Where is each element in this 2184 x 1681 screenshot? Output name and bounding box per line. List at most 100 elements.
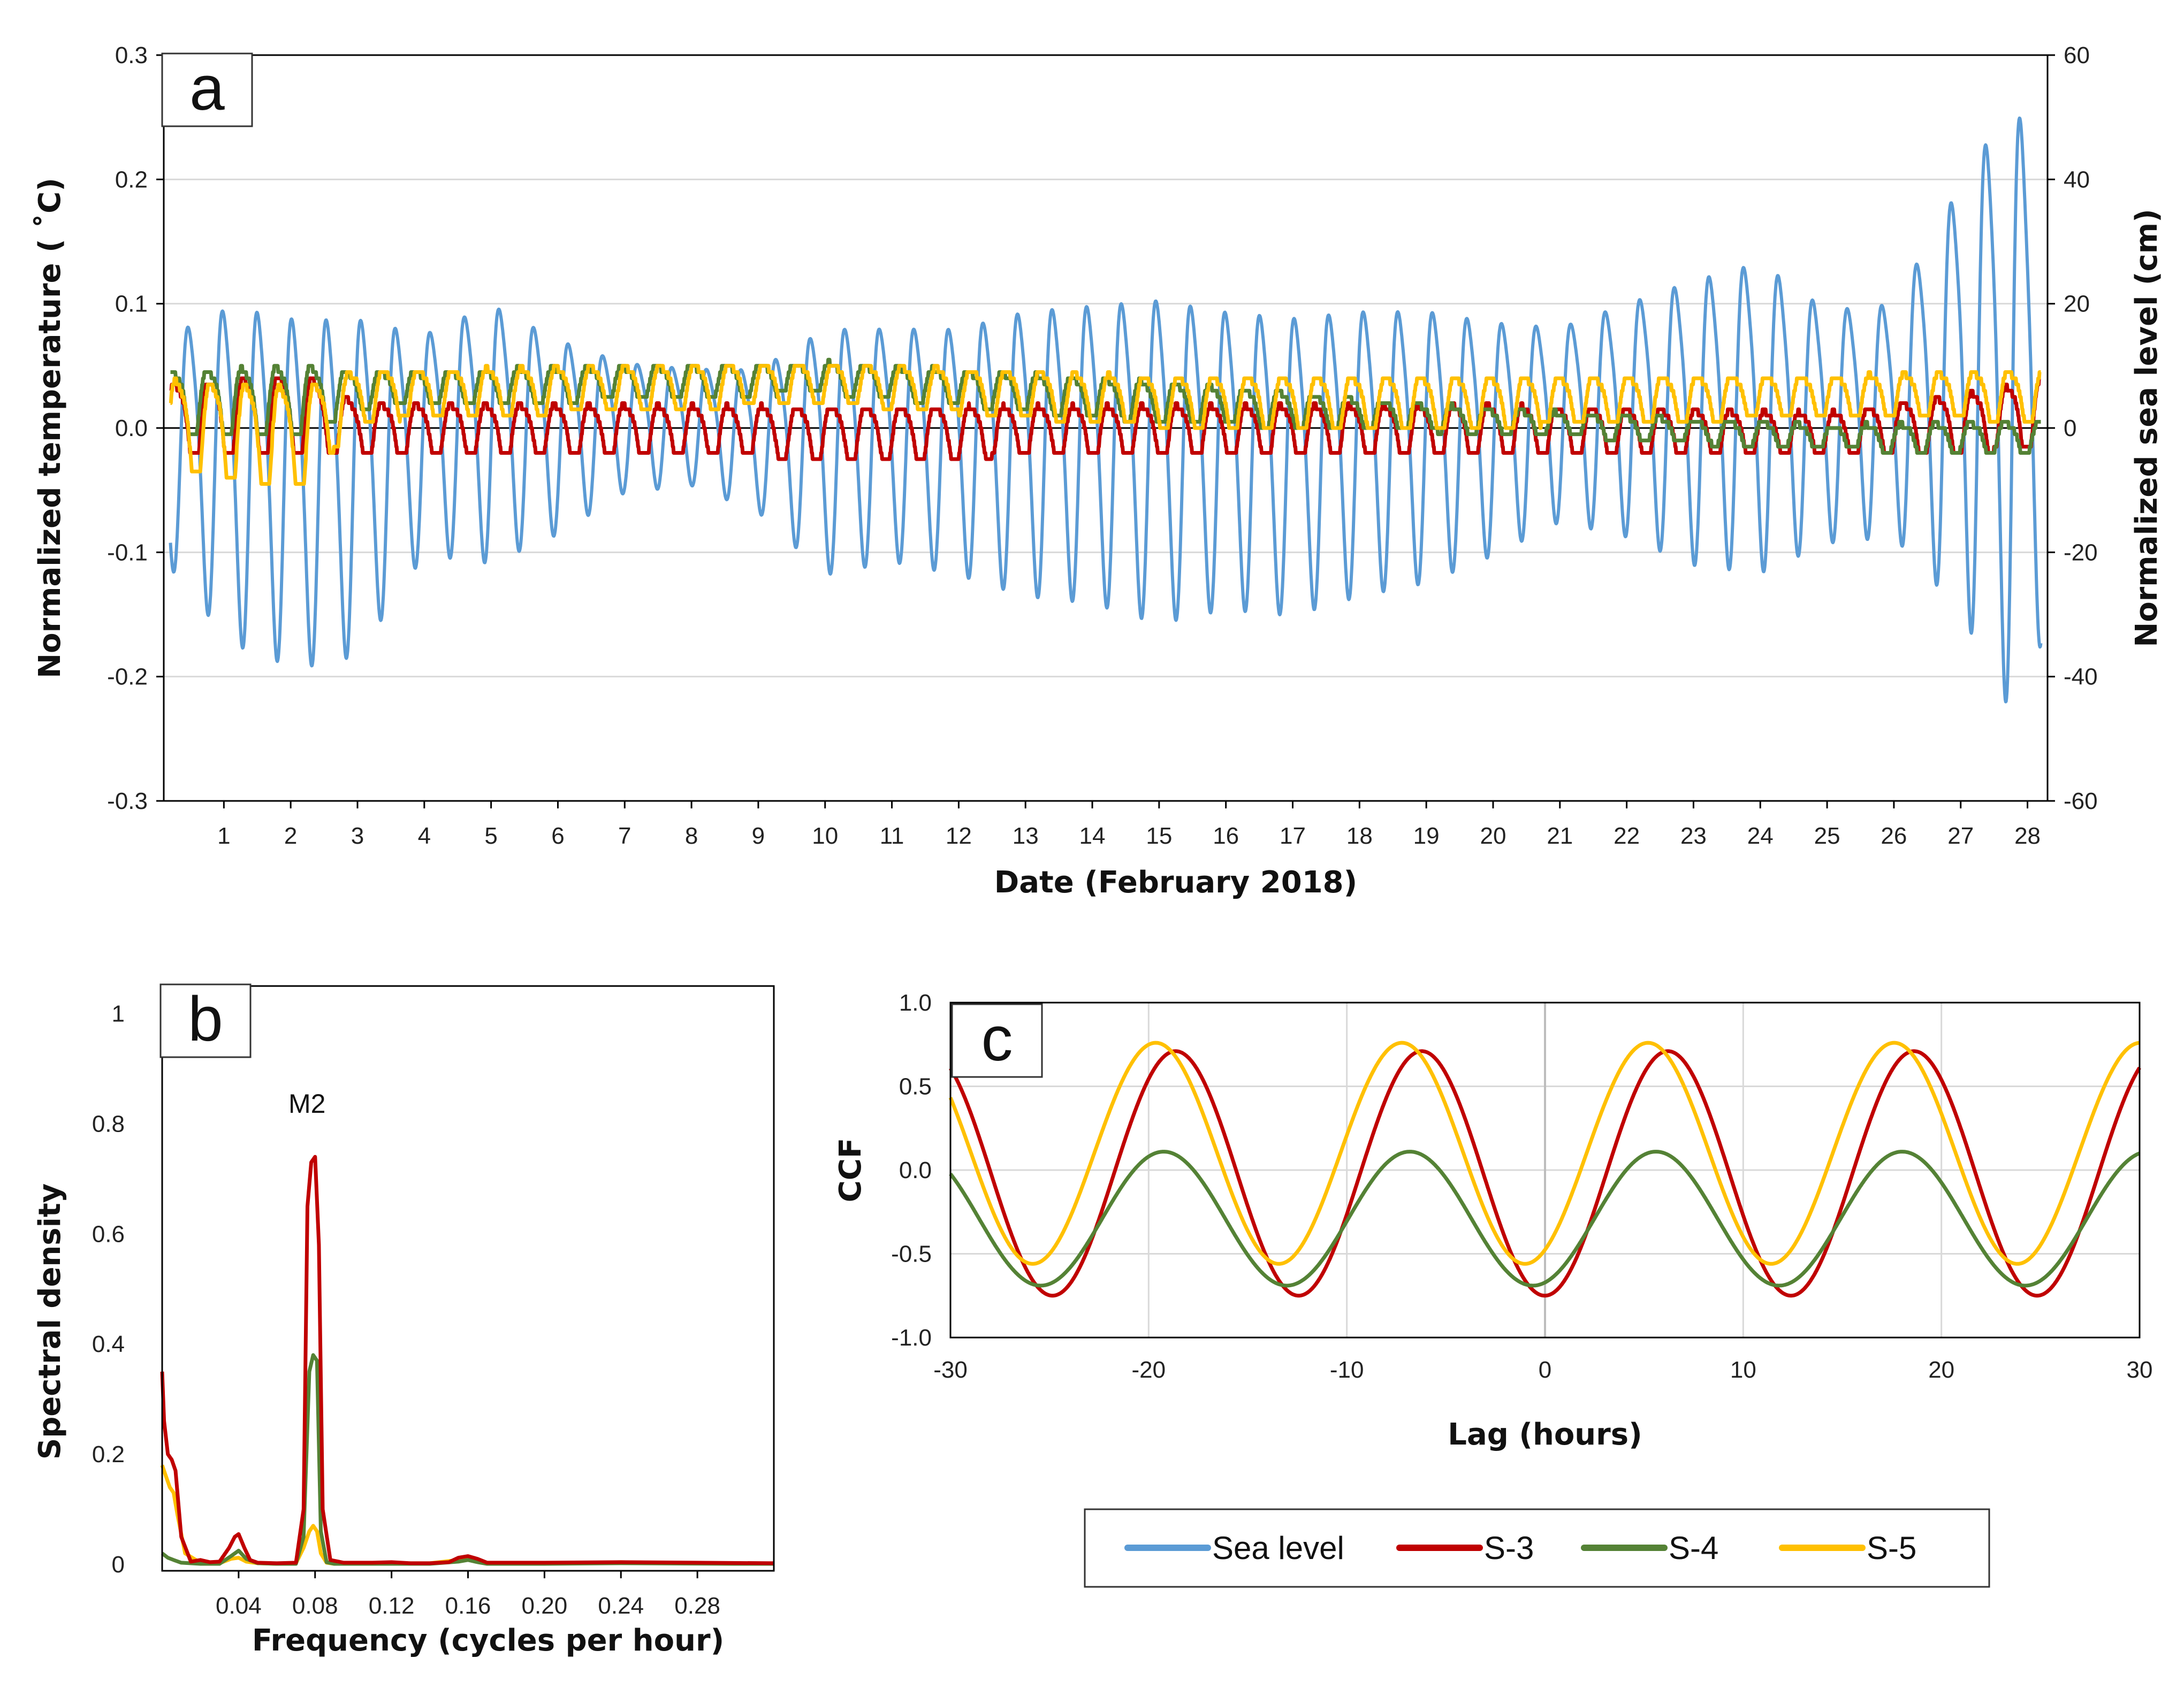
panel-a-x-tick-label: 8 [685,823,698,849]
panel-a-y-tick-label: -0.1 [107,539,148,566]
panel-a-y2-tick-label: 20 [2064,291,2090,317]
panel-b-x-tick-label: 0.04 [216,1593,262,1619]
panel-b-x-axis-title: Frequency (cycles per hour) [252,1623,724,1658]
panel-a-x-tick-label: 11 [880,823,904,849]
panel-a-x-tick-label: 27 [1947,823,1974,849]
panel-a-y-axis-title: Normalized temperature ( ˚C) [33,178,67,678]
panel-b-label: b [188,984,223,1055]
panel-a-series-sea-level [169,116,2043,704]
legend: Sea level S-3 S-4 S-5 [1084,1508,1990,1588]
panel-a-x-tick-label: 14 [1079,823,1106,849]
panel-a-x-tick-label: 16 [1213,823,1239,849]
panel-c-x-tick-label: -30 [933,1357,968,1383]
panel-b-annotations: M2 [288,1089,325,1119]
panel-a-x-tick-label: 22 [1614,823,1640,849]
panel-a-y2-tick-label: -40 [2064,664,2098,690]
panel-b-x-tick-label: 0.12 [369,1593,415,1619]
panel-b-x-tick-label: 0.08 [292,1593,338,1619]
panel-b-y-axis-title: Spectral density [33,1183,67,1460]
panel-a-y2-axis: -60 -40 -20 0 20 40 60 [2048,42,2098,814]
panel-a-series-s-5 [169,364,2043,486]
panel-a-x-tick-label: 1 [217,823,230,849]
panel-a-x-tick-label: 17 [1280,823,1306,849]
panel-a-y2-axis-title: Normalized sea level (cm) [2129,209,2164,647]
panel-a-x-tick-label: 24 [1747,823,1774,849]
panel-c: -1.0 -0.5 0.0 0.5 1.0 -30 -20 -10 0 10 20 30 c Lag… [833,990,2152,1452]
panel-b-y-tick-label: 0.2 [92,1441,125,1468]
panel-a-x-tick-label: 4 [418,823,431,849]
panel-c-y-tick-label: -1.0 [891,1325,932,1351]
panel-a-y-tick-label: 0.1 [115,291,148,317]
panel-a-y2-tick-label: 60 [2064,42,2090,68]
panel-a-x-tick-label: 6 [551,823,564,849]
panel-a-x-tick-label: 12 [946,823,972,849]
panel-b-plot-frame [161,985,775,1572]
panel-b-label-box [159,983,252,1058]
panel-a-y-tick-label: 0.3 [115,42,148,68]
panel-b-y-tick-label: 0 [112,1552,125,1578]
panel-c-series-s-5 [948,1041,2141,1266]
panel-b-y-tick-label: 1 [112,1000,125,1027]
panel-c-x-axis: -30 -20 -10 0 10 20 30 [933,1357,2152,1383]
panel-c-y-tick-label: 1.0 [899,990,932,1016]
panel-a-y2-tick-label: -60 [2064,788,2098,814]
panel-c-plot-frame [949,1002,2141,1339]
panel-a-label: a [189,53,225,124]
panel-a-x-tick-label: 10 [812,823,838,849]
panel-c-y-tick-label: -0.5 [891,1241,932,1267]
panel-c-x-tick-label: 10 [1730,1357,1756,1383]
panel-c-x-tick-label: -20 [1132,1357,1166,1383]
panel-a-y2-tick-label: 40 [2064,166,2090,193]
panel-a: -0.3 -0.2 -0.1 0.0 0.1 0.2 0.3 -60 -40 -20 0 20 40 6… [33,42,2164,900]
panel-a-x-tick-label: 5 [484,823,497,849]
panel-b-series [160,1155,774,1566]
panel-c-y-tick-label: 0.5 [899,1074,932,1100]
panel-a-x-tick-label: 19 [1413,823,1440,849]
legend-label-s-4: S-4 [1669,1530,1718,1566]
panel-a-x-tick-label: 20 [1480,823,1506,849]
panel-c-x-axis-title: Lag (hours) [1448,1417,1642,1452]
panel-c-y-tick-label: 0.0 [899,1157,932,1183]
panel-b-y-tick-label: 0.4 [92,1331,125,1357]
panel-a-x-tick-label: 21 [1547,823,1573,849]
panel-a-x-tick-label: 2 [284,823,297,849]
panel-a-gridlines [164,54,2048,802]
panel-a-series-s-3 [169,376,2043,461]
panel-c-y-axis-title: CCF [833,1138,868,1202]
panel-a-y-tick-label: 0.0 [115,415,148,441]
panel-a-y2-tick-label: -20 [2064,539,2098,566]
panel-b-series-s-4 [161,1353,774,1566]
panel-c-x-tick-label: 20 [1928,1357,1954,1383]
panel-b-y-tick-label: 0.6 [92,1221,125,1247]
panel-b-x-axis: 0.04 0.08 0.12 0.16 0.20 0.24 0.28 [216,1571,720,1619]
panel-a-y2-tick-label: 0 [2064,415,2076,441]
panel-a-x-tick-label: 26 [1881,823,1907,849]
legend-label-s-3: S-3 [1484,1530,1534,1566]
panel-a-y-tick-label: 0.2 [115,166,148,193]
panel-c-y-axis: -1.0 -0.5 0.0 0.5 1.0 [891,990,932,1351]
panel-b-x-tick-label: 0.20 [522,1593,568,1619]
panel-c-x-tick-label: -10 [1330,1357,1364,1383]
panel-a-y-tick-label: -0.3 [107,788,148,814]
panel-a-x-tick-label: 23 [1680,823,1707,849]
panel-c-label-box [951,1003,1043,1078]
panel-b-x-tick-label: 0.24 [598,1593,644,1619]
panel-c-x-tick-label: 0 [1539,1357,1551,1383]
panel-a-x-tick-label: 25 [1814,823,1840,849]
panel-a-x-axis: 1 2 3 4 5 6 7 8 9 10 11 12 13 14 15 16 17 18 19 20 21 22 23 24 2… [217,801,2041,849]
panel-a-x-tick-label: 18 [1346,823,1373,849]
panel-c-series-s-3 [949,1049,2141,1298]
panel-b-series-s-5 [160,1464,774,1566]
panel-a-x-tick-label: 7 [618,823,631,849]
panel-a-x-axis-title: Date (February 2018) [994,865,1358,900]
panel-b-y-tick-label: 0.8 [92,1111,125,1137]
panel-c-x-tick-label: 30 [2127,1357,2153,1383]
panel-a-x-tick-label: 9 [752,823,765,849]
panel-a-x-tick-label: 13 [1013,823,1039,849]
panel-a-y-axis: -0.3 -0.2 -0.1 0.0 0.1 0.2 0.3 [107,42,164,814]
panel-b-annotation: M2 [288,1089,325,1119]
panel-a-y-tick-label: -0.2 [107,664,148,690]
panel-b-x-tick-label: 0.16 [445,1593,491,1619]
legend-label-s-5: S-5 [1867,1530,1916,1566]
